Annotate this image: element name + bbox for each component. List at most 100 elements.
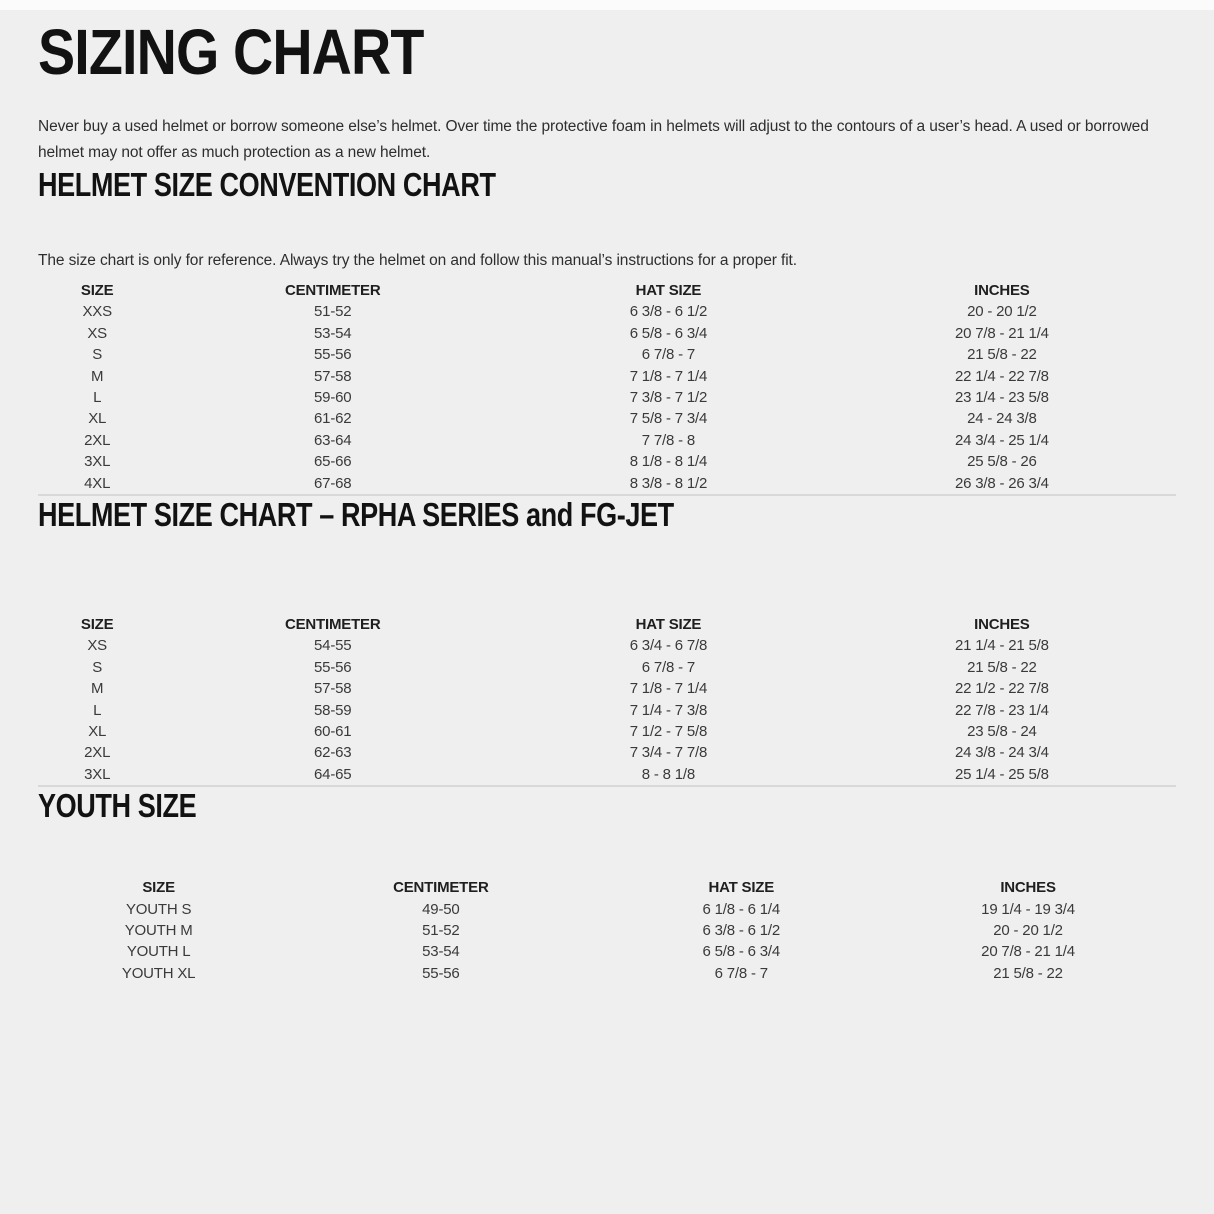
table-cell: 8 3/8 - 8 1/2 bbox=[629, 474, 708, 492]
section-heading-convention: HELMET SIZE CONVENTION CHART bbox=[38, 166, 496, 203]
table-cell: 6 5/8 - 6 3/4 bbox=[702, 943, 781, 961]
table-row: 2XL 62-63 7 3/4 - 7 7/8 24 3/8 - 24 3/4 bbox=[38, 742, 1176, 763]
table-cell: 25 1/4 - 25 5/8 bbox=[954, 765, 1049, 783]
table-cell: 61-62 bbox=[314, 410, 352, 428]
table-row: 3XL 64-65 8 - 8 1/8 25 1/4 - 25 5/8 bbox=[38, 764, 1176, 785]
table-row: 3XL 65-66 8 1/8 - 8 1/4 25 5/8 - 26 bbox=[38, 451, 1176, 472]
column-header: INCHES bbox=[1000, 879, 1056, 897]
table-cell: 54-55 bbox=[314, 637, 352, 655]
column-header: SIZE bbox=[80, 281, 114, 299]
table-cell: 24 3/8 - 24 3/4 bbox=[954, 744, 1049, 762]
table-cell: 7 7/8 - 8 bbox=[641, 431, 696, 449]
table-cell: 53-54 bbox=[314, 324, 352, 342]
table-cell: 6 3/4 - 6 7/8 bbox=[629, 637, 708, 655]
table-cell: 8 - 8 1/8 bbox=[641, 765, 696, 783]
table-row: YOUTH M 51-52 6 3/8 - 6 1/2 20 - 20 1/2 bbox=[38, 920, 1176, 941]
table-cell: XL bbox=[88, 410, 107, 428]
table-cell: YOUTH L bbox=[126, 943, 191, 961]
table-cell: 65-66 bbox=[314, 453, 352, 471]
table-cell: S bbox=[92, 346, 103, 364]
table-cell: XXS bbox=[82, 303, 112, 321]
section-youth: YOUTH SIZE SIZE CENTIMETER HAT SIZE INCHES Y… bbox=[38, 787, 1176, 984]
table-cell: 6 5/8 - 6 3/4 bbox=[629, 324, 708, 342]
table-cell: 7 3/4 - 7 7/8 bbox=[629, 744, 708, 762]
table-cell: 55-56 bbox=[314, 658, 352, 676]
table-cell: 57-58 bbox=[314, 367, 352, 385]
table-cell: 4XL bbox=[84, 474, 111, 492]
intro-text: Never buy a used helmet or borrow someon… bbox=[38, 118, 1149, 161]
table-cell: 7 1/2 - 7 5/8 bbox=[629, 722, 708, 740]
table-cell: 21 5/8 - 22 bbox=[967, 658, 1037, 676]
table-cell: 24 - 24 3/8 bbox=[967, 410, 1037, 428]
table-cell: 26 3/8 - 26 3/4 bbox=[954, 474, 1049, 492]
column-header: HAT SIZE bbox=[635, 615, 702, 633]
column-header: CENTIMETER bbox=[393, 879, 489, 897]
table-cell: 6 7/8 - 7 bbox=[641, 658, 696, 676]
table-cell: 22 1/4 - 22 7/8 bbox=[954, 367, 1049, 385]
table-cell: 7 1/4 - 7 3/8 bbox=[629, 701, 708, 719]
table-row: XL 60-61 7 1/2 - 7 5/8 23 5/8 - 24 bbox=[38, 721, 1176, 742]
table-cell: 63-64 bbox=[314, 431, 352, 449]
table-row: S 55-56 6 7/8 - 7 21 5/8 - 22 bbox=[38, 344, 1176, 365]
table-cell: 20 7/8 - 21 1/4 bbox=[981, 943, 1075, 961]
table-row: XS 53-54 6 5/8 - 6 3/4 20 7/8 - 21 1/4 bbox=[38, 323, 1176, 344]
column-header: HAT SIZE bbox=[635, 281, 702, 299]
top-strip bbox=[0, 0, 1214, 10]
column-header: INCHES bbox=[974, 615, 1030, 633]
table-cell: 21 5/8 - 22 bbox=[993, 964, 1063, 982]
table-cell: 51-52 bbox=[314, 303, 352, 321]
table-row: L 59-60 7 3/8 - 7 1/2 23 1/4 - 23 5/8 bbox=[38, 387, 1176, 408]
section-rpha-fgjet: HELMET SIZE CHART – RPHA SERIES and FG-J… bbox=[38, 496, 1176, 785]
table-cell: 7 1/8 - 7 1/4 bbox=[629, 367, 708, 385]
table-cell: 22 1/2 - 22 7/8 bbox=[954, 680, 1049, 698]
section-divider bbox=[38, 494, 1176, 496]
table-cell: 20 - 20 1/2 bbox=[967, 303, 1037, 321]
table-cell: 62-63 bbox=[314, 744, 352, 762]
table-cell: 57-58 bbox=[314, 680, 352, 698]
section-heading-rpha: HELMET SIZE CHART – RPHA SERIES and FG-J… bbox=[38, 496, 674, 533]
table-cell: 55-56 bbox=[422, 964, 460, 982]
table-cell: 23 1/4 - 23 5/8 bbox=[954, 388, 1049, 406]
table-cell: 59-60 bbox=[314, 388, 352, 406]
table-cell: YOUTH M bbox=[124, 921, 193, 939]
page-title: SIZING CHART bbox=[38, 16, 424, 88]
table-row: YOUTH L 53-54 6 5/8 - 6 3/4 20 7/8 - 21 1/4 bbox=[38, 941, 1176, 962]
section-convention-chart: HELMET SIZE CONVENTION CHART The size ch… bbox=[38, 166, 1176, 494]
reference-note: The size chart is only for reference. Al… bbox=[38, 251, 797, 269]
table-cell: 20 - 20 1/2 bbox=[993, 921, 1063, 939]
table-cell: 21 5/8 - 22 bbox=[967, 346, 1037, 364]
table-cell: 64-65 bbox=[314, 765, 352, 783]
column-header: SIZE bbox=[142, 879, 175, 897]
table-cell: 51-52 bbox=[422, 921, 460, 939]
column-header: CENTIMETER bbox=[284, 281, 381, 299]
table-cell: M bbox=[91, 680, 104, 698]
column-header: CENTIMETER bbox=[284, 615, 381, 633]
table-cell: 6 1/8 - 6 1/4 bbox=[702, 900, 781, 918]
table-row: M 57-58 7 1/8 - 7 1/4 22 1/4 - 22 7/8 bbox=[38, 366, 1176, 387]
table-cell: 60-61 bbox=[314, 722, 352, 740]
table-header-row: SIZE CENTIMETER HAT SIZE INCHES bbox=[38, 877, 1176, 898]
table-cell: 21 1/4 - 21 5/8 bbox=[954, 637, 1049, 655]
table-cell: XS bbox=[87, 637, 107, 655]
table-cell: M bbox=[91, 367, 104, 385]
table-row: XXS 51-52 6 3/8 - 6 1/2 20 - 20 1/2 bbox=[38, 301, 1176, 322]
rpha-size-table: SIZE CENTIMETER HAT SIZE INCHES XS 54-55 6 3/4… bbox=[38, 614, 1176, 785]
convention-size-table: SIZE CENTIMETER HAT SIZE INCHES XXS 51-52 6 3/… bbox=[38, 280, 1176, 494]
table-cell: 67-68 bbox=[314, 474, 352, 492]
table-cell: 3XL bbox=[84, 765, 111, 783]
table-cell: 20 7/8 - 21 1/4 bbox=[954, 324, 1049, 342]
table-cell: 49-50 bbox=[422, 900, 460, 918]
section-divider bbox=[38, 785, 1176, 788]
table-row: 2XL 63-64 7 7/8 - 8 24 3/4 - 25 1/4 bbox=[38, 430, 1176, 451]
table-cell: YOUTH XL bbox=[121, 964, 196, 982]
table-cell: 24 3/4 - 25 1/4 bbox=[954, 431, 1049, 449]
content-area: SIZING CHART Never buy a used helmet or … bbox=[0, 20, 1214, 984]
table-cell: 6 3/8 - 6 1/2 bbox=[702, 921, 781, 939]
youth-size-table: SIZE CENTIMETER HAT SIZE INCHES YOUTH S 49-50… bbox=[38, 877, 1176, 984]
table-row: 4XL 67-68 8 3/8 - 8 1/2 26 3/8 - 26 3/4 bbox=[38, 473, 1176, 494]
table-cell: 6 7/8 - 7 bbox=[714, 964, 768, 982]
table-row: XL 61-62 7 5/8 - 7 3/4 24 - 24 3/8 bbox=[38, 408, 1176, 429]
table-cell: 53-54 bbox=[422, 943, 460, 961]
table-cell: 25 5/8 - 26 bbox=[967, 453, 1037, 471]
